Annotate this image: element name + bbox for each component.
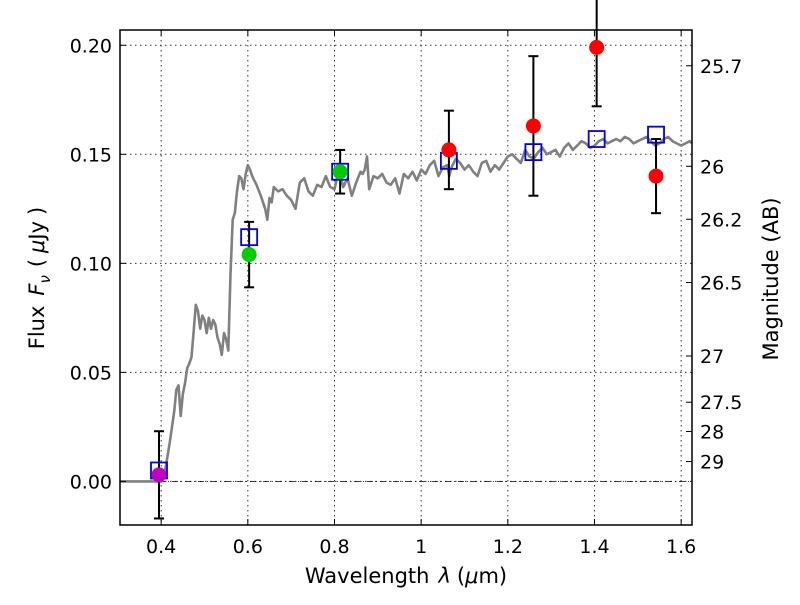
y-tick-label: 0.00 — [70, 471, 112, 493]
right-tick-label: 27.5 — [700, 392, 742, 414]
y-axis-title: FluxFν(μJy) — [25, 207, 54, 350]
right-tick-label: 25.7 — [700, 56, 742, 78]
observed-photometry-point — [241, 247, 257, 263]
y-tick-label: 0.05 — [70, 362, 112, 384]
observed-photometry-point — [441, 142, 457, 158]
observed-photometry-point — [151, 467, 167, 483]
y-tick-label: 0.10 — [70, 253, 112, 275]
y-tick-label: 0.15 — [70, 144, 112, 166]
observed-photometry-point — [648, 168, 664, 184]
x-tick-label: 0.4 — [146, 536, 176, 558]
model-photometry-square — [647, 125, 665, 144]
right-tick-label: 29 — [700, 452, 724, 474]
y-tick-label: 0.20 — [70, 35, 112, 57]
right-axis-title: Magnitude (AB) — [759, 197, 783, 360]
x-tick-label: 0.6 — [233, 536, 263, 558]
model-sed-line — [120, 135, 693, 483]
plot-frame — [119, 29, 693, 526]
model-photometry-square — [524, 143, 543, 162]
x-tick-label: 1 — [415, 536, 427, 558]
observed-photometry-point — [589, 39, 605, 55]
right-tick-label: 26.2 — [700, 209, 742, 231]
x-tick-label: 1.4 — [579, 536, 609, 558]
right-tick-label: 28 — [700, 421, 724, 443]
model-photometry-square — [331, 162, 350, 181]
observed-photometry-point — [525, 118, 541, 134]
model-photometry-square — [240, 228, 259, 247]
x-tick-label: 1.6 — [666, 536, 696, 558]
right-tick-label: 27 — [700, 346, 724, 368]
model-photometry-square — [587, 130, 606, 148]
x-axis-title: Wavelength λ (μm) — [305, 564, 507, 588]
right-tick-label: 26 — [700, 156, 724, 178]
x-tick-label: 1.2 — [493, 536, 523, 558]
right-tick-label: 26.5 — [700, 273, 742, 295]
observed-photometry-point — [332, 164, 348, 180]
x-tick-label: 0.8 — [319, 536, 349, 558]
